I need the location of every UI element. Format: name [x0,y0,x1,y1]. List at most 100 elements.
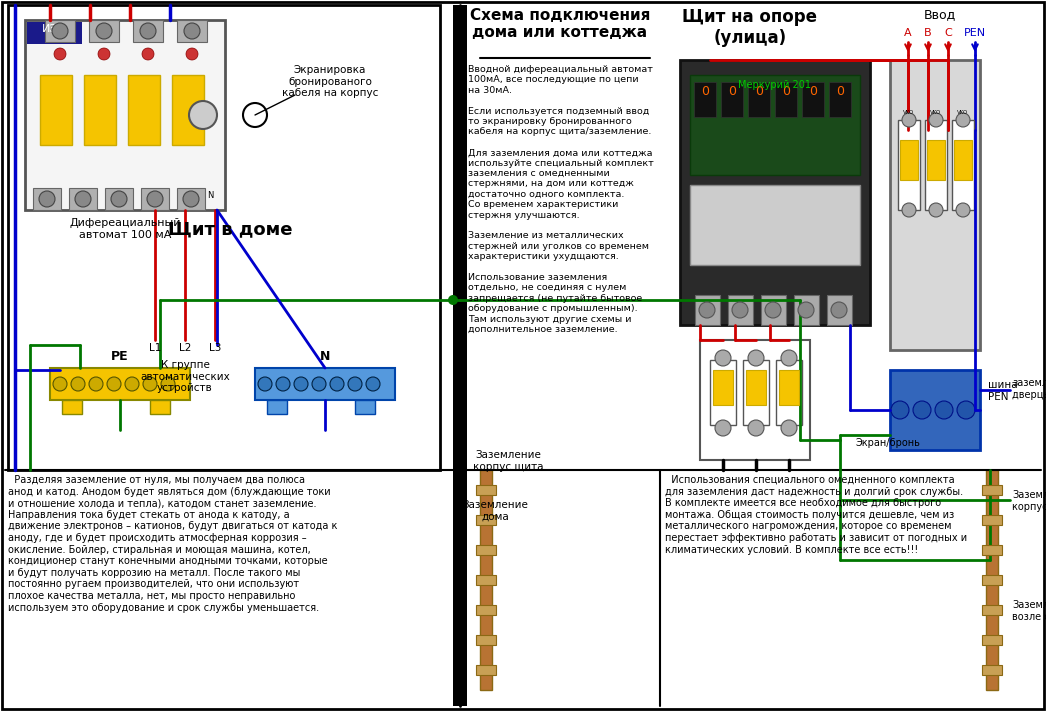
Circle shape [781,350,797,366]
Circle shape [98,48,110,60]
Bar [453,5,467,706]
Text: Ввод: Ввод [924,8,956,21]
Bar [982,515,1002,525]
Bar [8,5,440,470]
Text: N: N [320,350,331,363]
Circle shape [111,191,127,207]
Bar [794,295,819,325]
Circle shape [143,377,157,391]
Bar [267,400,287,414]
Text: Заземление
дома: Заземление дома [462,500,528,522]
Bar [890,60,980,350]
Bar [476,575,496,585]
Text: VKO: VKO [957,110,969,115]
Circle shape [798,302,814,318]
Bar [986,470,998,690]
Bar [693,82,717,117]
Circle shape [956,203,970,217]
Bar [105,188,133,210]
Circle shape [258,377,272,391]
Text: 0: 0 [728,85,736,98]
Text: Вводной дифереациальный автомат
100мА, все последующие по цепи
на 30мА.

Если ис: Вводной дифереациальный автомат 100мА, в… [468,65,654,334]
Bar [476,635,496,645]
Text: заземление
дверцы щита: заземление дверцы щита [1011,378,1046,400]
Circle shape [929,203,943,217]
Text: 0: 0 [782,85,790,98]
Bar [27,22,82,44]
Bar [952,120,974,210]
Bar [680,60,870,325]
Text: VKO: VKO [904,110,914,115]
Text: К группе
автоматических
устройств: К группе автоматических устройств [140,360,230,393]
Text: Экран/бронь: Экран/бронь [855,438,919,448]
Circle shape [52,23,68,39]
Bar [761,295,786,325]
Bar [900,140,918,180]
Bar [476,605,496,615]
Bar [476,485,496,495]
Bar [690,185,860,265]
Text: 0: 0 [755,85,763,98]
Text: N: N [207,191,213,200]
Text: Щит в доме: Щит в доме [167,220,292,238]
Circle shape [448,295,458,305]
Text: PE: PE [111,350,129,363]
Circle shape [929,113,943,127]
Circle shape [715,350,731,366]
Bar [982,545,1002,555]
Bar [690,75,860,175]
Bar [829,82,851,117]
Bar [33,188,61,210]
Circle shape [96,23,112,39]
Bar [62,400,82,414]
Bar [133,20,163,42]
Bar [69,188,97,210]
Text: VKO: VKO [930,110,941,115]
Text: C: C [945,28,952,38]
Circle shape [748,420,764,436]
Text: A: A [904,28,912,38]
Bar [700,340,810,460]
Circle shape [126,377,139,391]
Bar [748,82,770,117]
Text: Заземление
корпус щита: Заземление корпус щита [473,450,543,471]
Bar [480,470,492,690]
Bar [982,665,1002,675]
Circle shape [913,401,931,419]
Bar [728,295,753,325]
Text: PEN: PEN [964,28,986,38]
Text: L2: L2 [179,343,191,353]
Bar [743,360,769,425]
Bar [925,120,947,210]
Bar [954,140,972,180]
Bar [177,20,207,42]
Circle shape [699,302,715,318]
Bar [141,188,169,210]
Circle shape [161,377,175,391]
Circle shape [348,377,362,391]
Bar [695,295,720,325]
Text: L1: L1 [149,343,161,353]
Bar [476,545,496,555]
Text: Меркурий 201: Меркурий 201 [738,80,812,90]
Bar [476,515,496,525]
Text: Щит на опоре
(улица): Щит на опоре (улица) [682,8,818,47]
Circle shape [140,23,156,39]
Circle shape [935,401,953,419]
Text: Схема подключения
дома или коттеджа: Схема подключения дома или коттеджа [470,8,651,41]
Bar [982,635,1002,645]
Bar [927,140,945,180]
Text: Заземление
возле опоры: Заземление возле опоры [1011,600,1046,621]
Text: Заземление
корпус щита: Заземление корпус щита [1011,490,1046,512]
Text: Использования специального омедненного комплекта
для заземления даст надежность : Использования специального омедненного к… [665,475,968,555]
Circle shape [831,302,847,318]
Text: L3: L3 [209,343,221,353]
Circle shape [276,377,290,391]
Bar [779,370,799,405]
Bar [775,82,797,117]
Bar [25,20,225,210]
Bar [355,400,376,414]
Circle shape [329,377,344,391]
Circle shape [89,377,103,391]
Bar [89,20,119,42]
